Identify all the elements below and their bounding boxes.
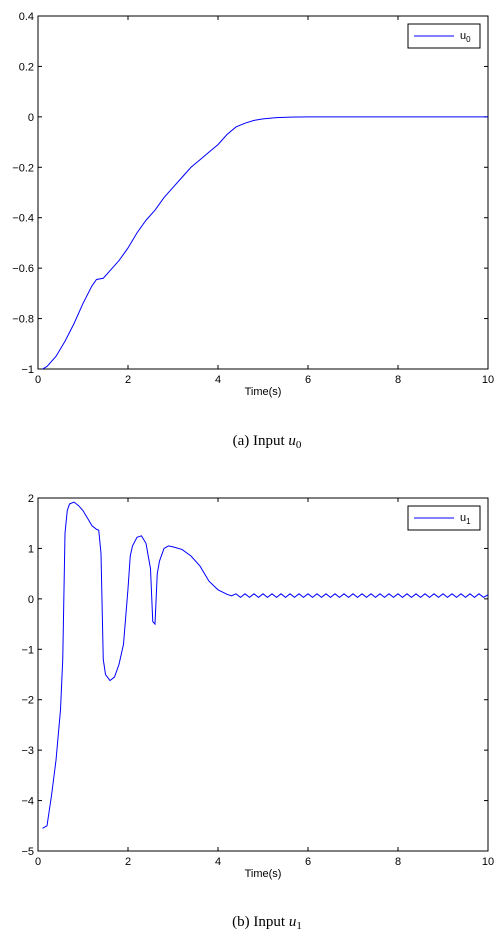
y-tick-label: −5 [21, 846, 34, 858]
legend-entry-label: u1 [460, 512, 471, 526]
legend-entry-subscript: 0 [466, 35, 471, 44]
y-tick-label: 0 [28, 112, 34, 124]
figure-caption: (a) Input u0 [233, 433, 302, 451]
caption-variable: u [288, 433, 296, 449]
x-tick-label: 8 [395, 374, 401, 386]
x-axis-label: Time(s) [245, 386, 282, 398]
y-tick-label: 2 [28, 493, 34, 505]
plot-area-frame [37, 15, 489, 370]
plot-area-frame [37, 497, 489, 852]
x-tick-label: 6 [305, 856, 311, 868]
legend: u1 [407, 505, 481, 531]
y-tick-label: −1 [21, 644, 34, 656]
caption-prefix: (b) Input [232, 914, 289, 930]
chart-panel-1: 0 2 4 6 8 10 −1 −0.8 −0.6 −0.4 −0.2 0 0.2 0.4 Time(s) u… [12, 11, 494, 451]
caption-subscript: 1 [296, 920, 302, 932]
y-tick-label: 0.4 [19, 11, 34, 23]
caption-prefix: (a) Input [233, 433, 289, 449]
x-tick-label: 2 [125, 856, 131, 868]
series-line-1 [42, 501, 489, 829]
y-tick-label: −0.4 [12, 213, 34, 225]
caption-subscript: 0 [296, 439, 302, 451]
legend-entry-subscript: 1 [466, 517, 471, 526]
y-tick-label: −1 [21, 364, 34, 376]
x-tick-label: 0 [35, 374, 41, 386]
y-tick-label: −3 [21, 745, 34, 757]
x-tick-label: 10 [482, 374, 494, 386]
series-line-1 [42, 116, 488, 370]
y-tick-label: −4 [21, 796, 34, 808]
x-tick-label: 8 [395, 856, 401, 868]
y-tick-label: −0.6 [12, 263, 34, 275]
x-tick-label: 0 [35, 856, 41, 868]
x-tick-label: 2 [125, 374, 131, 386]
y-tick-label: 0 [28, 594, 34, 606]
y-tick-label: −0.2 [12, 162, 34, 174]
y-tick-label: 0.2 [19, 61, 34, 73]
x-tick-label: 4 [215, 856, 221, 868]
x-tick-label: 10 [482, 856, 494, 868]
y-tick-label: 1 [28, 543, 34, 555]
legend: u0 [407, 23, 481, 49]
x-tick-label: 4 [215, 374, 221, 386]
y-tick-label: −2 [21, 695, 34, 707]
caption-variable: u [289, 914, 297, 930]
x-tick-label: 6 [305, 374, 311, 386]
y-tick-label: −0.8 [12, 314, 34, 326]
x-axis-label: Time(s) [245, 868, 282, 880]
legend-entry-label: u0 [460, 30, 471, 44]
figure-caption: (b) Input u1 [232, 914, 302, 932]
